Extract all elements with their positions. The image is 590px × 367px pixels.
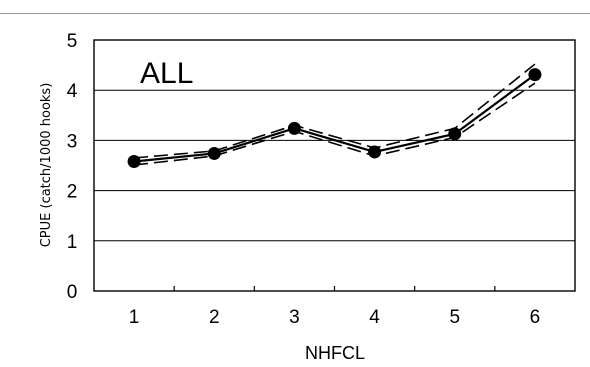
y-tick-label: 5 <box>67 31 78 52</box>
y-tick-label: 2 <box>67 182 78 203</box>
data-markers <box>127 68 542 168</box>
y-tick-label: 0 <box>67 282 78 303</box>
data-point-estimate <box>127 154 141 168</box>
data-point-estimate <box>368 145 382 159</box>
x-tick-labels: 1 2 3 4 5 6 <box>129 307 540 328</box>
data-point-estimate <box>528 68 542 82</box>
panel-label: ALL <box>140 57 193 90</box>
y-tick-label: 3 <box>67 131 78 152</box>
x-tick-label: 6 <box>530 307 541 328</box>
axis-ticks <box>173 286 496 291</box>
x-tick-label: 4 <box>369 307 380 328</box>
series-line-lower <box>133 82 536 166</box>
top-divider-line <box>0 13 590 14</box>
data-point-estimate <box>448 127 462 141</box>
y-tick-labels: 0 1 2 3 4 5 <box>67 31 78 303</box>
y-axis-title: CPUE (catch/1000 hooks) <box>39 83 54 248</box>
series-line-upper <box>134 63 536 159</box>
data-point-estimate <box>207 146 221 160</box>
data-point-estimate <box>287 121 301 135</box>
series-lines <box>133 63 536 166</box>
x-tick-label: 1 <box>129 307 140 328</box>
gridlines <box>94 89 575 242</box>
x-tick-label: 3 <box>289 307 300 328</box>
x-tick-label: 2 <box>209 307 220 328</box>
series-line-estimate <box>133 73 536 163</box>
y-tick-label: 1 <box>67 232 78 253</box>
x-axis-title: NHFCL <box>305 343 365 363</box>
x-tick-label: 5 <box>449 307 460 328</box>
y-tick-label: 4 <box>67 81 78 102</box>
